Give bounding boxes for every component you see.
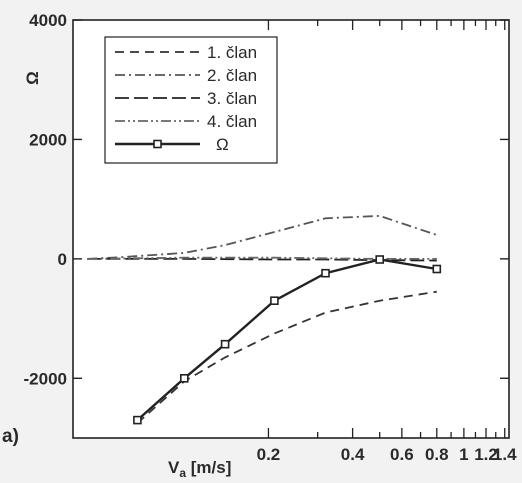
legend-label: Ω bbox=[216, 135, 229, 154]
series-line-2 bbox=[87, 214, 438, 260]
x-axis-label-main: V bbox=[168, 458, 180, 477]
x-tick-label: 0.6 bbox=[390, 445, 414, 464]
series-layer bbox=[87, 214, 442, 425]
y-tick-label: 2000 bbox=[29, 130, 67, 149]
series-line-4 bbox=[87, 256, 437, 260]
series-marker bbox=[220, 339, 230, 349]
legend: 1. član 2. član 3. član 4. član Ω bbox=[104, 36, 278, 164]
x-axis-label-sub: a bbox=[179, 466, 186, 480]
y-tick-label: -2000 bbox=[24, 369, 67, 388]
series-marker bbox=[432, 264, 442, 274]
ticks-layer: -2000 0 2000 4000 0.2 0.4 0.6 0.8 1 1.21.4 bbox=[24, 11, 518, 464]
legend-label: 4. član bbox=[207, 112, 257, 131]
series-marker bbox=[133, 415, 142, 425]
legend-box bbox=[104, 36, 278, 164]
series-line-3 bbox=[87, 257, 437, 262]
series-marker bbox=[321, 268, 330, 278]
x-tick-label: 0.2 bbox=[257, 445, 281, 464]
series-marker bbox=[270, 296, 279, 306]
panel-label: a) bbox=[2, 426, 19, 447]
x-axis-label-unit: [m/s] bbox=[186, 458, 231, 477]
x-tick-label: 1.4 bbox=[493, 445, 517, 464]
legend-label: 2. član bbox=[207, 66, 257, 85]
series-marker bbox=[180, 373, 189, 383]
y-axis-label: Ω bbox=[23, 71, 42, 85]
legend-marker bbox=[153, 139, 162, 149]
series-marker bbox=[375, 255, 385, 264]
legend-label: 1. član bbox=[207, 43, 257, 62]
x-axis-label: Va [m/s] bbox=[168, 458, 231, 480]
x-tick-label: 0.8 bbox=[425, 445, 449, 464]
y-tick-label: 0 bbox=[58, 250, 67, 269]
x-tick-label: 1.2 bbox=[474, 445, 498, 464]
x-tick-label: 1 bbox=[459, 445, 468, 464]
y-tick-label: 4000 bbox=[29, 11, 67, 30]
legend-label: 3. član bbox=[207, 89, 257, 108]
plot-frame bbox=[72, 19, 510, 439]
x-tick-label: 0.4 bbox=[341, 445, 365, 464]
